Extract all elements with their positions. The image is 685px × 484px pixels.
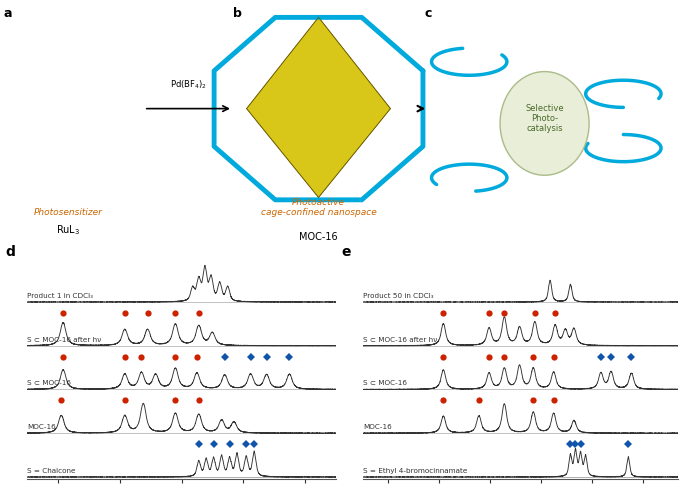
Text: S = Chalcone: S = Chalcone xyxy=(27,468,76,474)
Text: Selective
Photo-
catalysis: Selective Photo- catalysis xyxy=(525,104,564,134)
Text: Pd(BF$_4$)$_2$: Pd(BF$_4$)$_2$ xyxy=(170,79,207,91)
Text: e: e xyxy=(341,245,351,259)
Text: S ⊂ MOC-16 after hν: S ⊂ MOC-16 after hν xyxy=(363,337,437,343)
Text: Photoactive
cage-confined nanospace: Photoactive cage-confined nanospace xyxy=(261,198,376,217)
Text: S ⊂ MOC-16: S ⊂ MOC-16 xyxy=(363,380,407,386)
Ellipse shape xyxy=(500,72,589,175)
Text: S ⊂ MOC-16 after hν: S ⊂ MOC-16 after hν xyxy=(27,337,101,343)
Text: S = Ethyl 4-bromocinnamate: S = Ethyl 4-bromocinnamate xyxy=(363,468,467,474)
Text: c: c xyxy=(425,7,432,20)
Text: Product 1 in CDCl₃: Product 1 in CDCl₃ xyxy=(27,293,93,299)
Text: d: d xyxy=(6,245,16,259)
Text: MOC-16: MOC-16 xyxy=(363,424,392,430)
Text: Product 50 in CDCl₃: Product 50 in CDCl₃ xyxy=(363,293,434,299)
Text: RuL$_3$: RuL$_3$ xyxy=(56,223,81,237)
Text: Photosensitizer: Photosensitizer xyxy=(34,208,103,217)
Polygon shape xyxy=(247,17,390,197)
Text: S ⊂ MOC-16: S ⊂ MOC-16 xyxy=(27,380,71,386)
Text: MOC-16: MOC-16 xyxy=(299,232,338,242)
Text: a: a xyxy=(3,7,12,20)
Text: b: b xyxy=(233,7,242,20)
Text: MOC-16: MOC-16 xyxy=(27,424,56,430)
